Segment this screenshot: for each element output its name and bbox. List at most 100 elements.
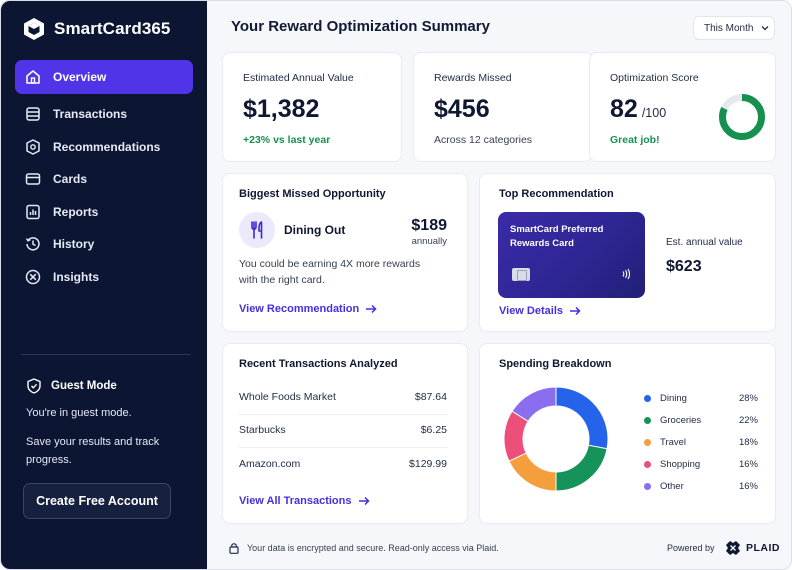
stat-change: +23% vs last year xyxy=(243,134,331,146)
view-all-transactions-link[interactable]: View All Transactions xyxy=(239,495,370,507)
guest-save-text: Save your results and track progress. xyxy=(26,436,160,466)
sidebar-item-recommendations[interactable]: Recommendations xyxy=(15,131,193,163)
row-divider xyxy=(239,414,447,415)
sidebar-item-label: Transactions xyxy=(53,107,128,121)
stat-label: Rewards Missed xyxy=(434,72,512,84)
legend-percent: 16% xyxy=(738,458,758,470)
plaid-logo: PLAID xyxy=(725,540,780,556)
report-icon xyxy=(26,204,40,219)
legend-item-other: Other 16% xyxy=(644,479,758,493)
security-note: Your data is encrypted and secure. Read-… xyxy=(247,543,499,553)
stat-value: $1,382 xyxy=(243,95,320,123)
section-title: Top Recommendation xyxy=(499,188,614,200)
sidebar-item-overview[interactable]: Overview xyxy=(15,60,193,94)
stat-sub: Across 12 categories xyxy=(434,134,533,146)
sidebar-item-cards[interactable]: Cards xyxy=(15,163,193,195)
missed-opportunity-card: Biggest Missed Opportunity Dining Out $1… xyxy=(222,173,468,332)
lock-icon xyxy=(229,543,239,554)
section-title: Recent Transactions Analyzed xyxy=(239,358,398,370)
transaction-merchant: Amazon.com xyxy=(239,458,301,470)
spending-breakdown-card: Spending Breakdown Dining 28% Groceries 22%… xyxy=(479,343,776,524)
row-divider xyxy=(239,447,447,448)
score-ring-progress xyxy=(719,94,765,140)
chevron-down-icon xyxy=(762,26,769,31)
legend-label: Other xyxy=(660,480,684,492)
sidebar-item-label: Recommendations xyxy=(53,139,161,154)
score-value: 82 xyxy=(610,95,638,123)
legend-percent: 28% xyxy=(738,392,758,404)
powered-by-label: Powered by xyxy=(667,543,715,553)
cube-logo-icon xyxy=(24,18,44,40)
list-icon xyxy=(26,107,40,121)
main-content: Your Reward Optimization Summary This Mo… xyxy=(207,1,791,569)
compass-icon xyxy=(25,269,41,284)
guest-mode-text: You're in guest mode. xyxy=(26,407,132,419)
view-recommendation-link[interactable]: View Recommendation xyxy=(239,303,377,315)
score-message: Great job! xyxy=(610,134,660,146)
home-icon xyxy=(26,70,40,84)
optimization-score-card: Optimization Score 82/100 Great job! xyxy=(589,52,776,162)
chip-icon xyxy=(512,268,530,281)
opportunity-category: Dining Out xyxy=(284,223,346,237)
legend-item-dining: Dining 28% xyxy=(644,391,758,405)
arrow-right-icon xyxy=(366,304,377,314)
period-select[interactable]: This Month xyxy=(693,16,775,40)
arrow-right-icon xyxy=(570,306,581,316)
transaction-merchant: Whole Foods Market xyxy=(239,391,336,403)
sidebar: SmartCard365 Overview Transactions Recom… xyxy=(1,1,207,569)
sidebar-item-label: Cards xyxy=(53,172,88,186)
transaction-row[interactable]: Amazon.com $129.99 xyxy=(239,447,447,481)
card-icon xyxy=(25,173,41,185)
app-name: SmartCard365 xyxy=(54,19,171,38)
transaction-amount: $129.99 xyxy=(409,458,447,470)
section-title: Biggest Missed Opportunity xyxy=(239,188,386,200)
sidebar-item-label: History xyxy=(53,237,95,251)
legend-percent: 22% xyxy=(738,414,758,426)
dining-icon-badge xyxy=(239,212,275,248)
sidebar-item-transactions[interactable]: Transactions xyxy=(15,98,193,130)
annual-value-card: Estimated Annual Value $1,382 +23% vs la… xyxy=(222,52,402,162)
spending-donut-chart xyxy=(503,386,609,492)
sidebar-divider xyxy=(21,354,191,355)
create-account-button[interactable]: Create Free Account xyxy=(23,483,171,519)
stat-label: Optimization Score xyxy=(610,72,699,84)
brand[interactable]: SmartCard365 xyxy=(23,17,170,41)
arrow-right-icon xyxy=(358,496,370,506)
opportunity-description: You could be earning 4X more rewards wit… xyxy=(239,258,421,286)
stat-value: 82/100 xyxy=(610,95,666,124)
plaid-wordmark: PLAID xyxy=(746,542,780,554)
rewards-missed-card: Rewards Missed $456 Across 12 categories xyxy=(413,52,593,162)
sidebar-item-history[interactable]: History xyxy=(15,228,193,260)
badge-icon xyxy=(26,138,40,155)
contactless-icon xyxy=(622,268,631,280)
donut-slice-travel[interactable] xyxy=(508,452,557,492)
sidebar-item-label: Insights xyxy=(53,269,100,284)
stat-value: $456 xyxy=(434,95,490,123)
donut-slice-groceries[interactable] xyxy=(555,444,608,492)
guest-mode-label: Guest Mode xyxy=(51,380,117,392)
view-details-link[interactable]: View Details xyxy=(499,305,581,317)
credit-card-image[interactable]: SmartCard Preferred Rewards Card xyxy=(498,212,645,298)
legend-item-shopping: Shopping 16% xyxy=(644,457,758,471)
legend-label: Shopping xyxy=(660,458,701,470)
legend-label: Groceries xyxy=(660,414,702,426)
stat-label: Estimated Annual Value xyxy=(243,72,354,84)
est-annual-label: Est. annual value xyxy=(666,237,743,248)
transaction-row[interactable]: Starbucks $6.25 xyxy=(239,413,447,447)
sidebar-item-insights[interactable]: Insights xyxy=(15,261,193,293)
legend-swatch xyxy=(644,460,651,468)
legend-label: Dining xyxy=(660,392,687,404)
donut-slice-other[interactable] xyxy=(511,386,557,423)
page-title: Your Reward Optimization Summary xyxy=(231,18,490,35)
plaid-grid-icon xyxy=(726,541,740,555)
sidebar-item-label: Overview xyxy=(53,70,107,84)
est-annual-value: $623 xyxy=(666,258,702,275)
score-ring xyxy=(719,94,765,140)
legend-swatch xyxy=(644,394,651,402)
sidebar-item-reports[interactable]: Reports xyxy=(15,196,193,228)
donut-slice-dining[interactable] xyxy=(555,386,609,450)
legend-item-travel: Travel 18% xyxy=(644,435,758,449)
transaction-row[interactable]: Whole Foods Market $87.64 xyxy=(239,380,447,414)
section-title: Spending Breakdown xyxy=(499,358,612,370)
opportunity-amount: $189 xyxy=(411,217,447,234)
